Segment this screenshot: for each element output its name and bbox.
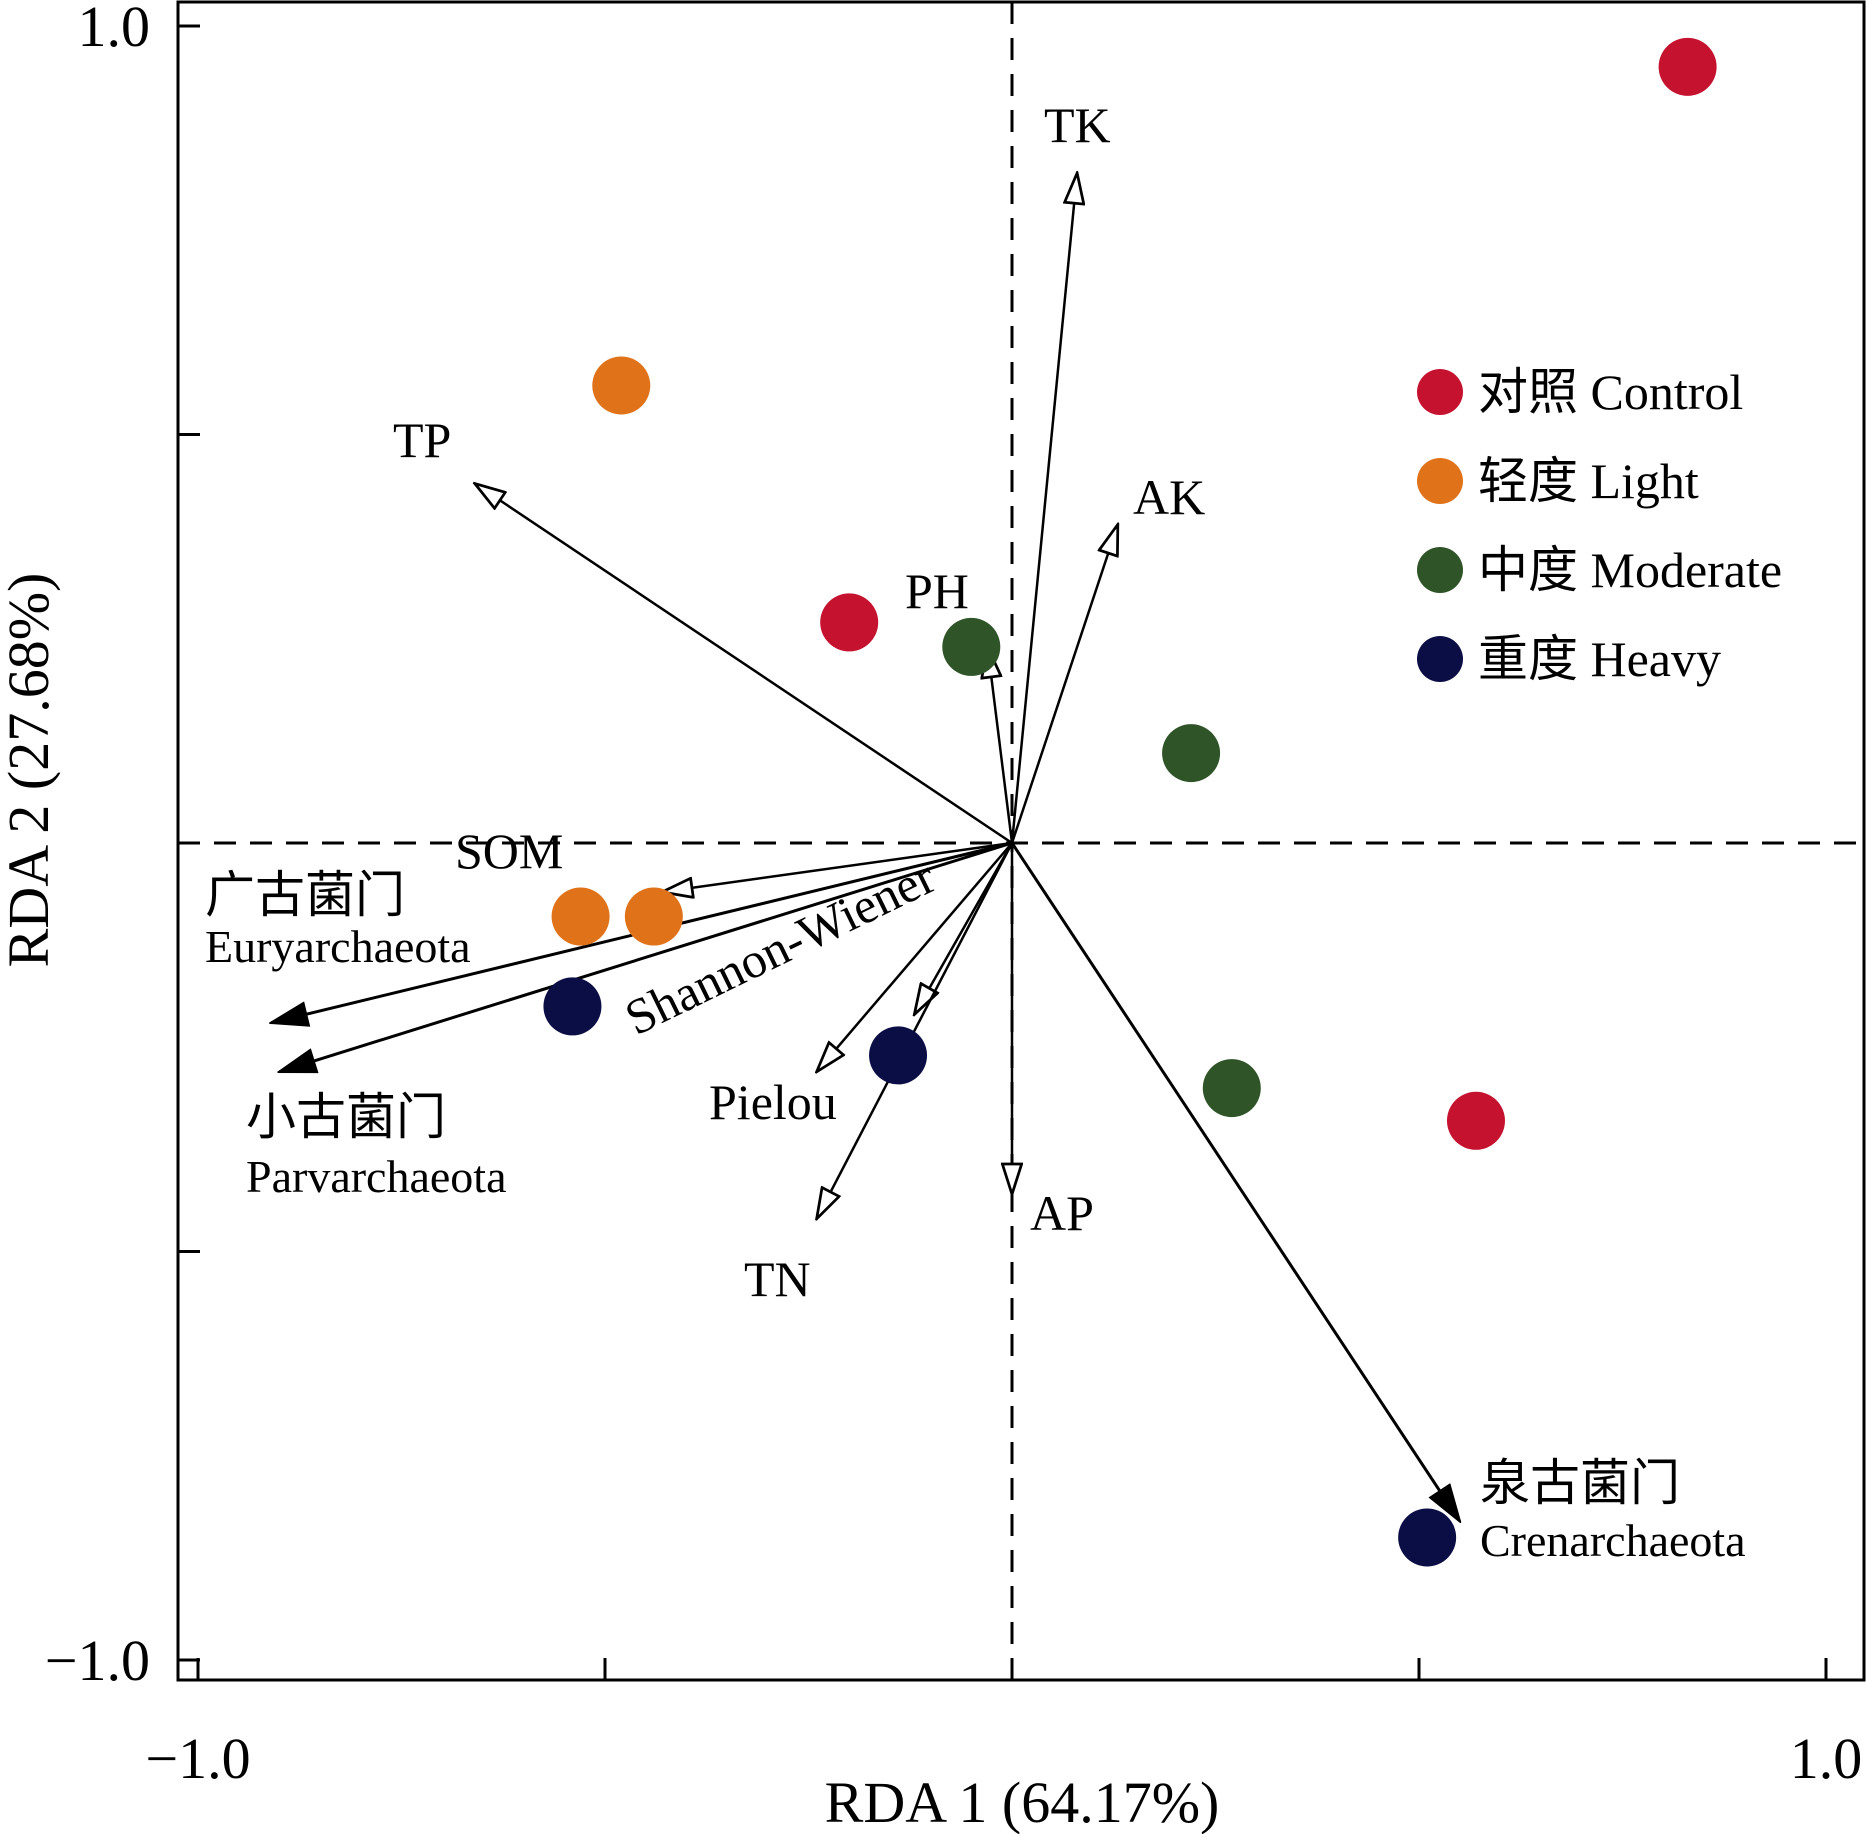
sample-point-group-4 <box>543 977 602 1036</box>
sample-point-group-2 <box>624 887 683 946</box>
env-arrow-tp <box>475 484 1013 845</box>
x-tick-label: −1.0 <box>145 1726 250 1791</box>
legend-marker <box>1417 458 1463 504</box>
env-label-tn: TN <box>744 1251 811 1307</box>
legend-marker <box>1417 369 1463 415</box>
sample-point-group-2 <box>592 356 651 415</box>
env-arrow-ak <box>1010 524 1118 844</box>
y-tick-label: −1.0 <box>45 1628 150 1693</box>
plot-frame <box>176 0 1866 1682</box>
env-label-tp: TP <box>393 412 451 468</box>
sample-point-group-1 <box>1658 37 1717 96</box>
env-arrow-shannon-wiener <box>914 842 1014 1015</box>
species-label-en: Parvarchaeota <box>246 1151 507 1202</box>
species-arrow-parvarchaeota <box>279 841 1013 1074</box>
sample-point-group-2 <box>551 887 610 946</box>
env-arrow-som <box>662 841 1013 892</box>
legend-label: 轻度 Light <box>1478 453 1699 509</box>
sample-point-group-1 <box>820 593 879 652</box>
sample-point-group-3 <box>1162 724 1221 783</box>
env-label-som: SOM <box>455 823 563 879</box>
y-tick-label: 1.0 <box>78 0 151 59</box>
sample-point-group-4 <box>1398 1508 1457 1567</box>
env-label-ak: AK <box>1133 469 1205 525</box>
legend-label: 中度 Moderate <box>1478 542 1782 598</box>
env-label-ph: PH <box>905 563 969 619</box>
sample-point-group-3 <box>942 617 1001 676</box>
species-label-cn: 小古菌门 <box>246 1089 446 1145</box>
env-label-shannon-wiener: Shannon-Wiener <box>616 848 944 1046</box>
env-arrow-tk <box>1010 173 1077 844</box>
legend-marker <box>1417 547 1463 593</box>
species-label-en: Euryarchaeota <box>205 921 471 972</box>
x-axis-title: RDA 1 (64.17%) <box>825 1770 1220 1834</box>
arrow-labels: TK AK PH TP SOM Shannon-Wiener Pielou TN AP 广古菌门E… <box>205 97 1746 1566</box>
sample-points <box>543 37 1717 1567</box>
y-axis-title: RDA 2 (27.68%) <box>0 573 61 968</box>
env-label-pielou: Pielou <box>709 1074 837 1130</box>
sample-point-group-4 <box>869 1026 928 1085</box>
axis-ticks <box>178 24 1828 1680</box>
env-label-tk: TK <box>1044 97 1111 153</box>
species-label-en: Crenarchaeota <box>1480 1515 1746 1566</box>
env-arrow-pielou <box>817 842 1013 1072</box>
sample-point-group-3 <box>1202 1059 1261 1118</box>
axis-tick-labels: −1.0 1.0 1.0 −1.0 <box>45 0 1862 1791</box>
env-arrow-ph <box>988 647 1014 844</box>
legend-marker <box>1417 636 1463 682</box>
species-label-cn: 泉古菌门 <box>1480 1455 1680 1511</box>
legend-label: 对照 Control <box>1478 364 1743 420</box>
legend-label: 重度 Heavy <box>1478 631 1721 687</box>
species-label-cn: 广古菌门 <box>205 867 405 923</box>
legend: 对照 Control 轻度 Light 中度 Moderate 重度 Heavy <box>1417 364 1782 687</box>
env-arrow-tn <box>817 842 1014 1219</box>
x-tick-label: 1.0 <box>1790 1726 1863 1791</box>
sample-point-group-1 <box>1446 1091 1505 1150</box>
env-label-ap: AP <box>1030 1185 1094 1241</box>
arrow-layer <box>271 173 1459 1521</box>
species-arrow-crenarchaeota <box>1010 842 1460 1521</box>
